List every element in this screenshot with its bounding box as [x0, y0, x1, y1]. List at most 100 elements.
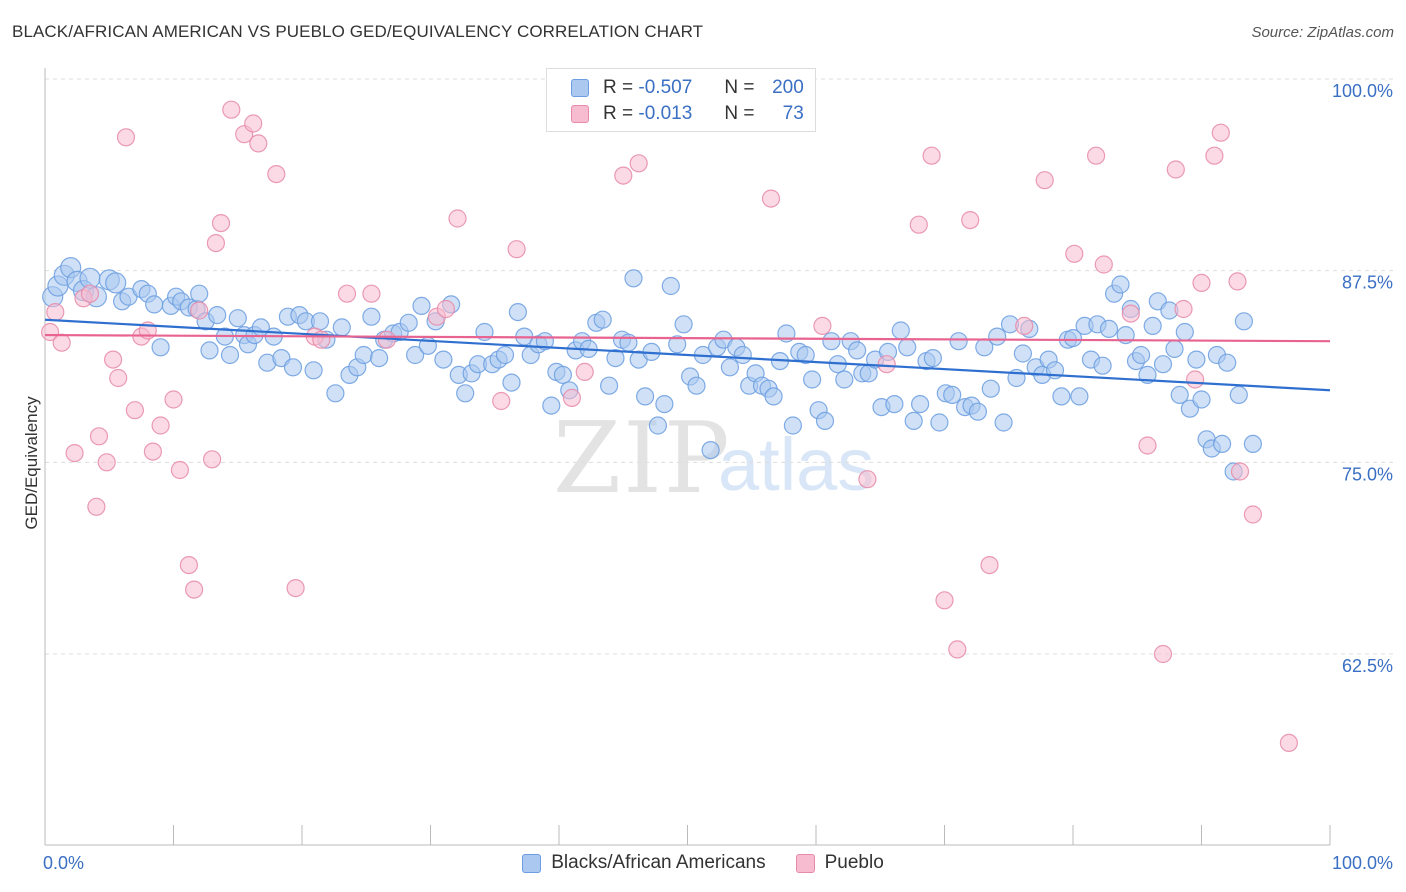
- watermark-atlas: atlas: [718, 423, 874, 506]
- pueblo-point: [125, 401, 144, 420]
- pueblo-point: [1192, 273, 1211, 292]
- pueblo-point: [164, 390, 183, 409]
- blacks-point: [145, 295, 164, 314]
- pueblo-point: [40, 322, 60, 342]
- chart-title: BLACK/AFRICAN AMERICAN VS PUEBLO GED/EQU…: [12, 22, 704, 41]
- blacks-point: [1229, 385, 1248, 404]
- pueblo-point: [143, 442, 162, 461]
- blacks-point: [648, 416, 668, 435]
- blacks-point: [674, 315, 693, 334]
- pueblo-point: [362, 284, 381, 303]
- y-tick-labels: 62.5% 75.0% 87.5% 100.0%: [1332, 81, 1393, 676]
- pueblo-trend-line: [44, 333, 1331, 343]
- blacks-point: [1187, 350, 1206, 369]
- pueblo-point: [1243, 505, 1263, 524]
- blacks-point: [606, 349, 625, 368]
- legend-n-value: 73: [782, 103, 804, 124]
- pueblo-point: [109, 368, 128, 388]
- blacks-point: [802, 370, 822, 389]
- y-tick-label: 100.0%: [1332, 81, 1393, 101]
- blacks-point: [1099, 319, 1119, 338]
- pueblo-point: [877, 355, 896, 374]
- legend-r-value: -0.013: [638, 103, 693, 124]
- blacks-point: [764, 387, 783, 406]
- pueblo-point: [286, 578, 305, 598]
- pueblo-point: [1279, 733, 1299, 753]
- blacks-point: [105, 272, 127, 294]
- pueblo-point: [761, 189, 781, 208]
- blacks-point: [1063, 329, 1083, 348]
- blacks-point: [668, 335, 687, 354]
- blacks-point: [1153, 355, 1173, 374]
- blacks-point: [508, 303, 528, 322]
- blacks-point: [624, 269, 643, 288]
- pueblo-point: [1166, 160, 1185, 179]
- blacks-point: [981, 379, 1000, 398]
- blacks-point: [1175, 322, 1194, 342]
- blacks-point: [796, 345, 815, 365]
- watermark: ZIP atlas: [553, 402, 874, 516]
- pueblo-point: [170, 460, 189, 480]
- series-pueblo-points: [40, 100, 1299, 753]
- bottom-legend-swatch-pueblo: [795, 853, 815, 873]
- blacks-point: [783, 416, 803, 435]
- pueblo-point: [1153, 644, 1173, 664]
- pueblo-point: [222, 100, 241, 119]
- pueblo-point: [103, 350, 123, 369]
- blacks-point: [362, 307, 381, 326]
- blacks-point: [994, 413, 1013, 432]
- pueblo-point: [507, 240, 526, 259]
- blacks-point: [332, 318, 351, 337]
- pueblo-point: [562, 388, 582, 407]
- blacks-point: [1234, 312, 1254, 331]
- blacks-point: [1192, 390, 1211, 409]
- blacks-point: [310, 312, 330, 331]
- pueblo-point: [1086, 146, 1106, 165]
- legend-r-label: R =: [603, 103, 634, 124]
- pueblo-point: [922, 146, 941, 165]
- blacks-point: [553, 365, 573, 384]
- y-tick-label: 75.0%: [1342, 464, 1393, 484]
- blacks-point: [701, 441, 720, 460]
- blacks-point: [1243, 434, 1263, 453]
- blacks-point: [370, 349, 389, 368]
- legend: R = -0.507 N = 200 R = -0.013 N = 73: [546, 68, 816, 132]
- pueblo-point: [337, 284, 357, 303]
- pueblo-point: [1185, 370, 1205, 389]
- bottom-legend-label: Pueblo: [824, 852, 884, 873]
- pueblo-point: [244, 114, 263, 133]
- blacks-point: [815, 411, 835, 430]
- pueblo-point: [65, 444, 84, 463]
- legend-r-label: R =: [603, 77, 634, 98]
- pueblo-point: [629, 154, 648, 173]
- pueblo-point: [203, 450, 222, 469]
- pueblo-point: [1121, 304, 1140, 323]
- y-axis-label: GED/Equivalency: [22, 396, 41, 530]
- pueblo-point: [116, 128, 136, 147]
- blacks-point: [968, 402, 988, 421]
- blacks-point: [1218, 353, 1237, 372]
- blacks-point: [930, 413, 949, 432]
- legend-swatch-blacks: [571, 79, 589, 97]
- pueblo-point: [211, 214, 231, 233]
- bottom-legend-swatch-blacks: [522, 853, 542, 873]
- pueblo-point: [1205, 146, 1224, 165]
- blacks-point: [904, 411, 923, 430]
- trend-lines: [44, 318, 1331, 392]
- pueblo-point: [1230, 462, 1250, 481]
- blacks-point: [1052, 387, 1071, 406]
- blacks-point: [283, 358, 303, 377]
- pueblo-point: [492, 391, 511, 411]
- pueblo-point: [1065, 244, 1084, 263]
- pueblo-point: [948, 640, 967, 659]
- pueblo-point: [813, 316, 832, 335]
- pueblo-point: [267, 165, 286, 184]
- pueblo-point: [1228, 272, 1247, 291]
- bottom-legend-item-pueblo: Pueblo: [795, 852, 884, 874]
- blacks-point: [542, 396, 561, 415]
- legend-n-value: 200: [772, 77, 804, 98]
- blacks-point: [1165, 339, 1184, 358]
- blacks-point: [502, 373, 521, 392]
- blacks-point: [599, 376, 619, 395]
